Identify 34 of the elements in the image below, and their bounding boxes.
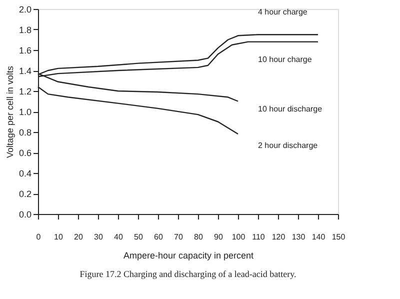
x-tick-label: 150 (332, 232, 346, 242)
y-tick-label: 0.4 (18, 168, 32, 178)
y-tick-label: 1.6 (18, 46, 32, 56)
y-tick-label: 1.8 (18, 25, 32, 35)
x-axis-title: Ampere-hour capacity in percent (123, 250, 254, 260)
series-label: 10 hour charge (258, 54, 312, 64)
x-tick-label: 100 (232, 232, 246, 242)
x-tick-label: 0 (36, 232, 42, 242)
x-tick-label: 10 (54, 232, 64, 242)
y-tick-label: 1.2 (18, 86, 32, 96)
y-tick-label: 0.6 (18, 148, 32, 158)
y-axis-title: Voltage per cell in volts (4, 65, 15, 158)
text: 2 hour discharge (258, 141, 318, 150)
x-tick-label: 90 (214, 232, 224, 242)
x-tick-label: 40 (114, 232, 124, 242)
x-tick-label: 30 (94, 232, 104, 242)
x-tick-label: 50 (134, 232, 144, 242)
x-tick-label: 110 (252, 232, 266, 242)
x-tick-label: 140 (312, 232, 326, 242)
caption: Figure 17.2 Charging and discharging of a lead-acid battery. (80, 269, 296, 279)
y-tick-label: 0.0 (18, 210, 32, 220)
x-tick-label: 80 (194, 232, 204, 242)
text: 10 hour discharge (258, 104, 323, 114)
x-tick-label: 120 (272, 232, 286, 242)
x-tick-label: 130 (292, 232, 306, 242)
x-tick-label: 20 (74, 232, 84, 242)
y-tick-label: 1.4 (18, 66, 32, 76)
y-tick-label: 2.0 (18, 4, 32, 14)
y-tick-label: 1.0 (18, 107, 32, 117)
y-tick-label: 0.2 (18, 189, 32, 199)
x-tick-label: 70 (174, 232, 184, 242)
x-tick-label: 60 (154, 232, 164, 242)
text: 4 hour charge (258, 8, 308, 17)
y-tick-label: 0.8 (18, 128, 32, 138)
